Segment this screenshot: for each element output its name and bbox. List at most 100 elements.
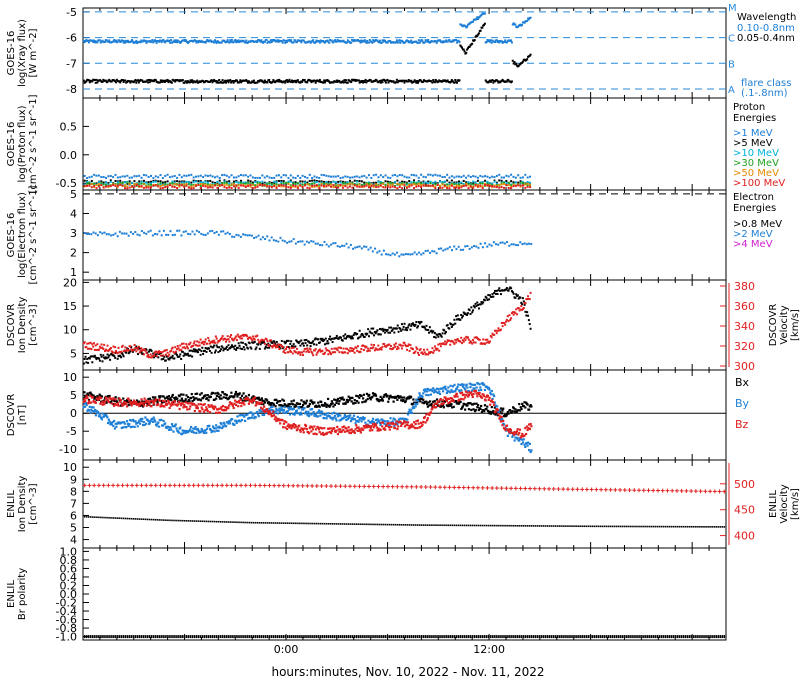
- xray-point-0-05-0-4nm: [522, 61, 524, 63]
- legend-title: Wavelength: [737, 12, 796, 23]
- proton-point-0: [425, 176, 427, 178]
- mag-point-by: [406, 419, 408, 421]
- dscovr-point-velocity: [500, 329, 502, 331]
- mag-point-by: [255, 416, 257, 418]
- dscovr-point-velocity: [292, 352, 294, 354]
- dscovr-point-velocity: [382, 346, 384, 348]
- mag-point-bx: [511, 410, 513, 412]
- proton-point-5: [103, 187, 105, 189]
- electron-point: [304, 244, 306, 246]
- dscovr-point-velocity: [524, 302, 526, 304]
- dscovr-point-velocity: [174, 346, 176, 348]
- mag-point-by: [307, 411, 309, 413]
- electron-point: [154, 233, 156, 235]
- electron-point: [469, 248, 471, 250]
- mag-point-by: [106, 416, 108, 418]
- dscovr-point-velocity: [214, 342, 216, 344]
- electron-point: [493, 241, 495, 243]
- mag-point-by: [313, 411, 315, 413]
- proton-point-0: [475, 176, 477, 178]
- electron-point: [211, 230, 213, 232]
- y-tick-label: 0.5: [60, 120, 78, 133]
- proton-point-2: [254, 181, 256, 183]
- proton-point-4: [441, 183, 443, 185]
- dscovr-point-velocity: [92, 346, 94, 348]
- proton-point-0: [389, 177, 391, 179]
- xray-point-0-05-0-4nm: [471, 43, 473, 45]
- proton-point-0: [304, 176, 306, 178]
- proton-point-1: [458, 180, 460, 182]
- proton-point-3: [148, 183, 150, 185]
- proton-point-5: [415, 186, 417, 188]
- dscovr-point-density: [91, 361, 93, 363]
- mag-point-bx: [401, 397, 403, 399]
- proton-point-1: [463, 180, 465, 182]
- proton-point-5: [446, 187, 448, 189]
- electron-point: [460, 249, 462, 251]
- dscovr-point-velocity: [529, 298, 531, 300]
- proton-point-0: [219, 177, 221, 179]
- proton-point-1: [233, 181, 235, 183]
- proton-point-0: [223, 174, 225, 176]
- dscovr-point-density: [89, 358, 91, 360]
- proton-point-4: [212, 184, 214, 186]
- proton-point-2: [193, 181, 195, 183]
- mag-point-bx: [222, 391, 224, 393]
- proton-point-4: [347, 184, 349, 186]
- mag-point-by: [205, 432, 207, 434]
- proton-point-5: [247, 185, 249, 187]
- proton-point-3: [141, 183, 143, 185]
- mag-point-bx: [470, 409, 472, 411]
- dscovr-point-density: [380, 333, 382, 335]
- xray-point-0-05-0-4nm: [456, 82, 458, 84]
- dscovr-point-density: [454, 323, 456, 325]
- mag-point-bx: [317, 402, 319, 404]
- mag-point-bx: [313, 401, 315, 403]
- electron-point: [136, 234, 138, 236]
- electron-point: [328, 245, 330, 247]
- proton-point-5: [212, 186, 214, 188]
- proton-point-0: [167, 174, 169, 176]
- electron-point: [306, 241, 308, 243]
- dscovr-point-velocity: [118, 347, 120, 349]
- xray-point-0-05-0-4nm: [511, 80, 513, 82]
- mag-point-bx: [283, 400, 285, 402]
- dscovr-point-density: [442, 332, 444, 334]
- dscovr-point-velocity: [200, 339, 202, 341]
- dscovr-point-velocity: [357, 345, 359, 347]
- proton-point-1: [396, 180, 398, 182]
- dscovr-point-velocity: [440, 345, 442, 347]
- mag-point-by: [417, 400, 419, 402]
- mag-point-bx: [338, 400, 340, 402]
- panel-frame: [83, 8, 726, 98]
- electron-point: [319, 244, 321, 246]
- dscovr-point-velocity: [285, 348, 287, 350]
- dscovr-point-velocity: [420, 348, 422, 350]
- mag-point-bx: [476, 406, 478, 408]
- proton-point-1: [309, 180, 311, 182]
- proton-point-0: [152, 177, 154, 179]
- proton-point-5: [219, 184, 221, 186]
- dscovr-point-density: [313, 343, 315, 345]
- proton-point-5: [290, 187, 292, 189]
- proton-point-5: [316, 184, 318, 186]
- proton-point-0: [408, 177, 410, 179]
- proton-point-2: [494, 181, 496, 183]
- mag-point-by: [195, 432, 197, 434]
- proton-point-0: [96, 175, 98, 177]
- dscovr-point-velocity: [178, 347, 180, 349]
- xray-point-0-05-0-4nm: [315, 82, 317, 84]
- dscovr-point-density: [249, 342, 251, 344]
- dscovr-point-velocity: [216, 338, 218, 340]
- proton-point-2: [195, 181, 197, 183]
- mag-point-by: [277, 412, 279, 414]
- dscovr-point-density: [506, 287, 508, 289]
- mag-point-by: [115, 426, 117, 428]
- dscovr-point-velocity: [120, 351, 122, 353]
- mag-point-by: [284, 406, 286, 408]
- proton-point-3: [323, 182, 325, 184]
- mag-point-bx: [293, 399, 295, 401]
- dscovr-point-density: [316, 344, 318, 346]
- proton-point-2: [228, 182, 230, 184]
- proton-point-3: [240, 182, 242, 184]
